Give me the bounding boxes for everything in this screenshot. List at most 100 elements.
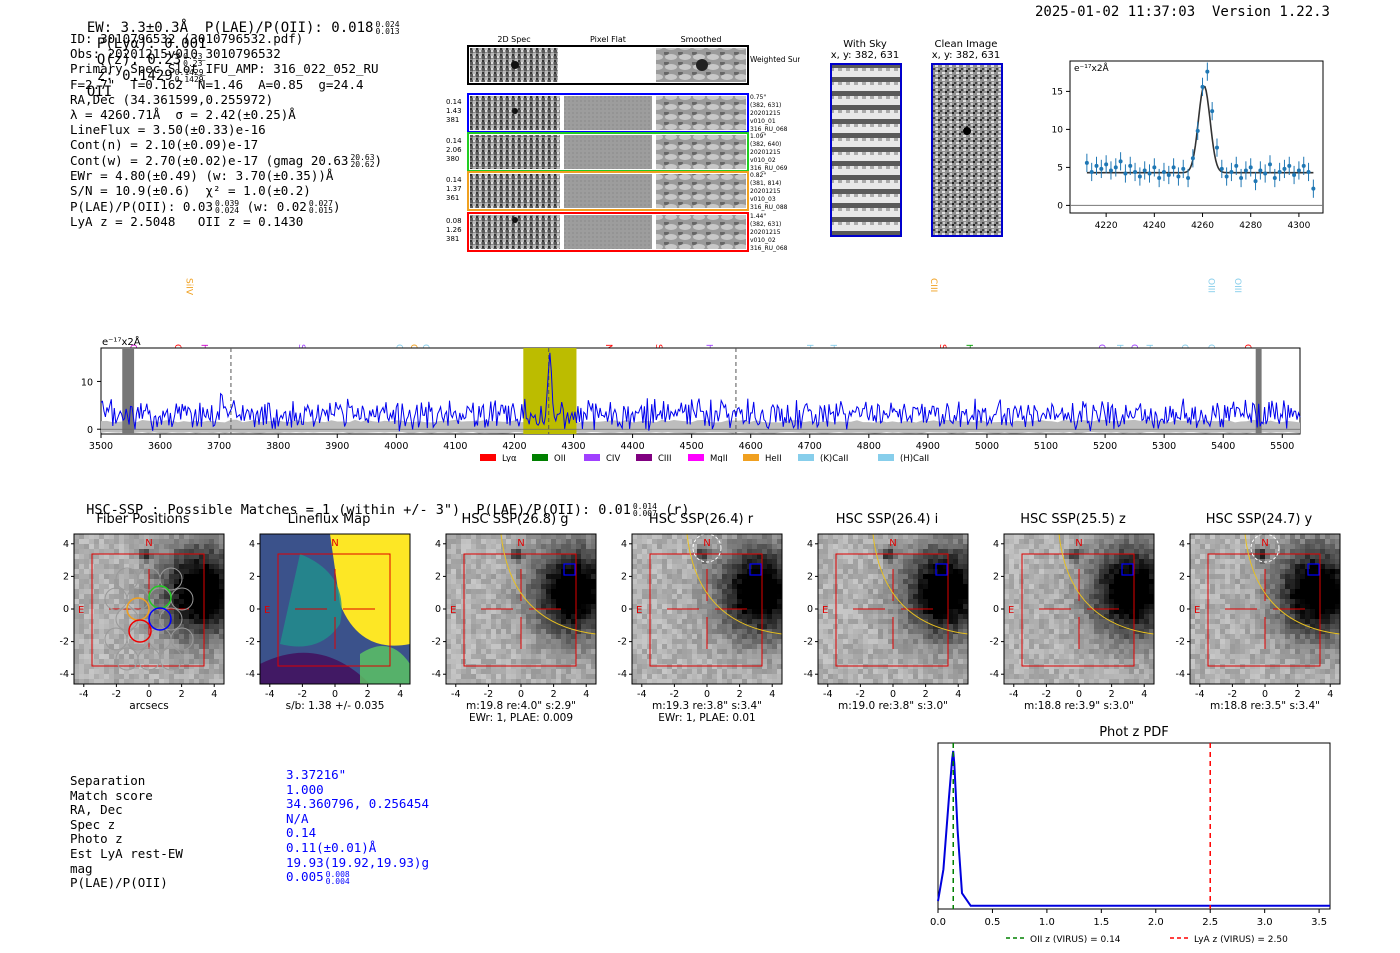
hsc-pixel bbox=[642, 614, 647, 619]
hsc-pixel bbox=[657, 639, 662, 644]
hsc-pixel bbox=[1074, 654, 1079, 659]
hsc-pixel bbox=[1064, 544, 1069, 549]
hsc-pixel bbox=[219, 559, 224, 564]
hsc-pixel bbox=[546, 644, 551, 649]
hsc-pixel bbox=[581, 609, 586, 614]
hsc-pixel bbox=[209, 589, 214, 594]
hsc-pixel bbox=[1039, 659, 1044, 664]
hsc-pixel bbox=[767, 594, 772, 599]
spectrum-mask-right bbox=[1255, 348, 1262, 434]
info-plae-lower: 0.024 bbox=[215, 206, 240, 216]
hsc-pixel bbox=[1094, 554, 1099, 559]
hsc-pixel bbox=[682, 554, 687, 559]
hsc-pixel bbox=[893, 659, 898, 664]
hsc-pixel bbox=[466, 649, 471, 654]
hsc-pixel bbox=[576, 624, 581, 629]
hsc-pixel bbox=[546, 624, 551, 629]
hsc-pixel bbox=[928, 579, 933, 584]
spectrum-line-label-high: OIII bbox=[1205, 278, 1215, 293]
hsc-pixel bbox=[918, 609, 923, 614]
hsc-pixel bbox=[531, 629, 536, 634]
hsc-pixel bbox=[124, 659, 129, 664]
hsc-pixel bbox=[958, 629, 963, 634]
hsc-pixel bbox=[938, 669, 943, 674]
hsc-pixel bbox=[184, 544, 189, 549]
hsc-pixel bbox=[757, 634, 762, 639]
hsc-pixel bbox=[154, 659, 159, 664]
hsc-pixel bbox=[818, 549, 823, 554]
hsc-pixel bbox=[1069, 629, 1074, 634]
hsc-pixel bbox=[823, 554, 828, 559]
hsc-pixel bbox=[496, 564, 501, 569]
hsc-pixel bbox=[1149, 654, 1154, 659]
hsc-pixel bbox=[144, 609, 149, 614]
hsc-pixel bbox=[1004, 659, 1009, 664]
hsc-pixel bbox=[496, 549, 501, 554]
hsc-pixel bbox=[576, 614, 581, 619]
hsc-pixel bbox=[486, 539, 491, 544]
hsc-pixel bbox=[124, 544, 129, 549]
spectrum-xtick-label: 4500 bbox=[680, 441, 704, 452]
hsc-pixel bbox=[667, 589, 672, 594]
hsc-pixel bbox=[1094, 564, 1099, 569]
hsc-pixel bbox=[144, 554, 149, 559]
hsc-pixel bbox=[888, 604, 893, 609]
hsc-pixel bbox=[933, 559, 938, 564]
hsc-pixel bbox=[481, 674, 486, 679]
hsc-pixel bbox=[938, 629, 943, 634]
hsc-pixel bbox=[682, 604, 687, 609]
hsc-pixel bbox=[129, 669, 134, 674]
hsc-pixel bbox=[858, 679, 863, 684]
hsc-panel: Fiber Positions N E -4 -4 -2 -2 0 0 2 2 4 4 arcsecs bbox=[50, 512, 236, 727]
hsc-pixel bbox=[79, 579, 84, 584]
hsc-pixel bbox=[777, 619, 782, 624]
hsc-pixel bbox=[456, 614, 461, 619]
hsc-pixel bbox=[863, 604, 868, 609]
hsc-pixel bbox=[838, 634, 843, 639]
hsc-pixel bbox=[456, 624, 461, 629]
hsc-pixel bbox=[848, 679, 853, 684]
hsc-pixel bbox=[717, 629, 722, 634]
hsc-pixel bbox=[868, 654, 873, 659]
hsc-pixel bbox=[893, 639, 898, 644]
hsc-pixel bbox=[1094, 644, 1099, 649]
hsc-pixel bbox=[506, 584, 511, 589]
hsc-pixel bbox=[883, 674, 888, 679]
hsc-pixel bbox=[637, 594, 642, 599]
hsc-pixel bbox=[1074, 624, 1079, 629]
hsc-pixel bbox=[682, 624, 687, 629]
hsc-pixel bbox=[1049, 564, 1054, 569]
hsc-pixel bbox=[767, 584, 772, 589]
hsc-pixel bbox=[722, 579, 727, 584]
hsc-pixel bbox=[1149, 649, 1154, 654]
hsc-pixel bbox=[632, 534, 637, 539]
hsc-pixel bbox=[79, 569, 84, 574]
hsc-pixel bbox=[772, 539, 777, 544]
hsc-pixel bbox=[204, 614, 209, 619]
hsc-pixel bbox=[541, 649, 546, 654]
hsc-pixel bbox=[903, 554, 908, 559]
hsc-pixel bbox=[139, 564, 144, 569]
hsc-ytick-label: 4 bbox=[249, 539, 255, 550]
hsc-pixel bbox=[591, 619, 596, 624]
hsc-pixel bbox=[446, 619, 451, 624]
hsc-pixel bbox=[526, 644, 531, 649]
hsc-pixel bbox=[1079, 549, 1084, 554]
hsc-pixel bbox=[732, 644, 737, 649]
hsc-pixel bbox=[913, 669, 918, 674]
hsc-pixel bbox=[1024, 669, 1029, 674]
hsc-pixel bbox=[456, 604, 461, 609]
hsc-pixel bbox=[571, 544, 576, 549]
hsc-pixel bbox=[456, 609, 461, 614]
zoom-data-point bbox=[1200, 84, 1205, 89]
hsc-pixel bbox=[722, 604, 727, 609]
hsc-pixel bbox=[712, 564, 717, 569]
hsc-pixel bbox=[777, 559, 782, 564]
hsc-pixel bbox=[1109, 569, 1114, 574]
hsc-pixel bbox=[712, 584, 717, 589]
hsc-pixel bbox=[692, 569, 697, 574]
hsc-pixel bbox=[119, 584, 124, 589]
hsc-pixel bbox=[526, 539, 531, 544]
hsc-pixel bbox=[1099, 574, 1104, 579]
hsc-pixel bbox=[194, 599, 199, 604]
